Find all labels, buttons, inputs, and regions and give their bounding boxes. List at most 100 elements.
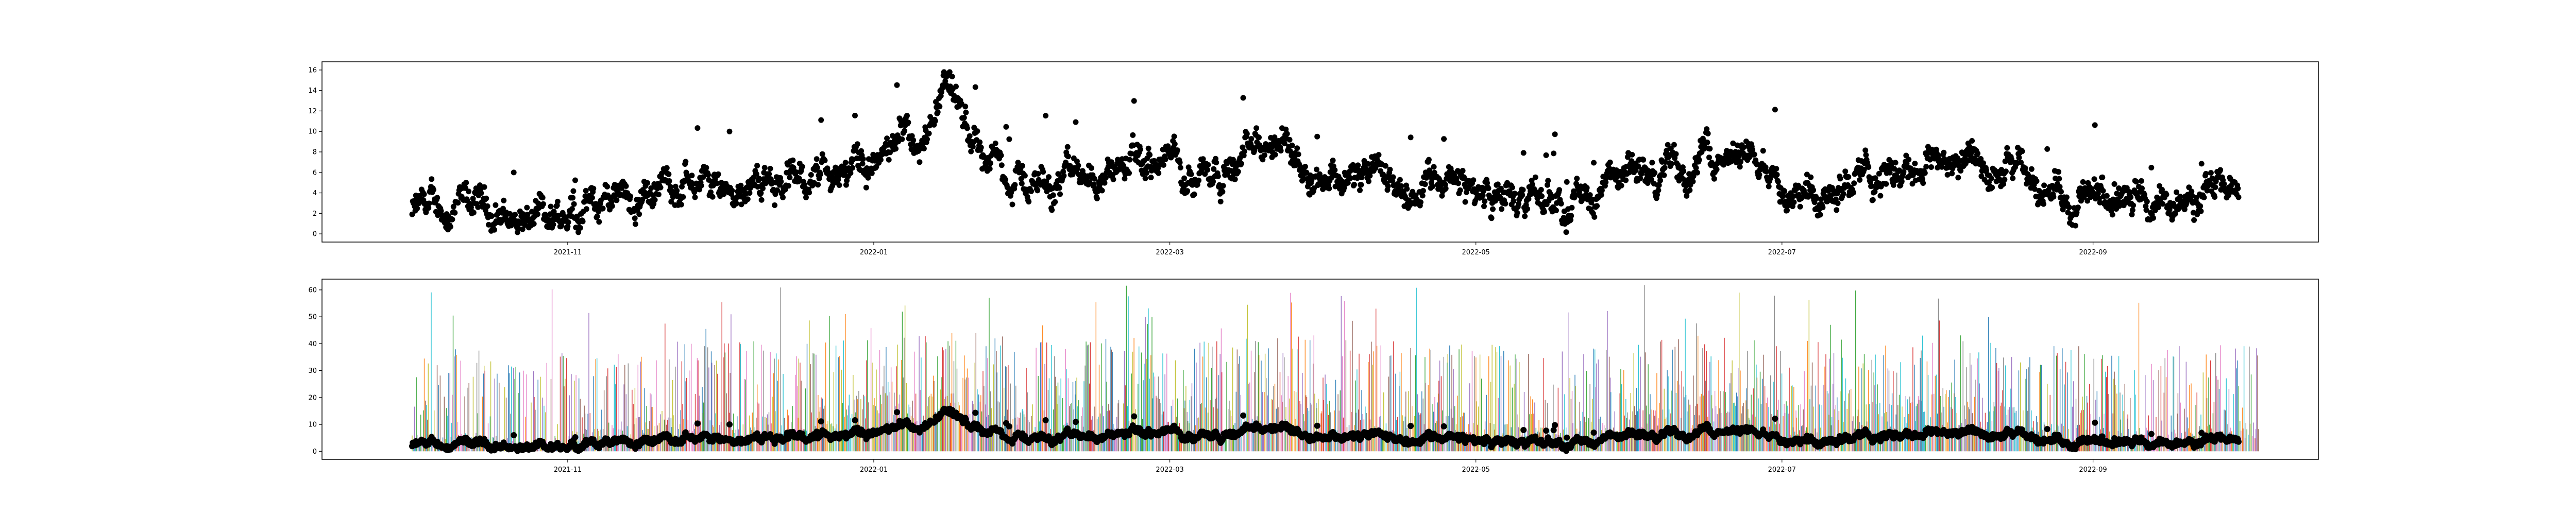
data-point: [1949, 170, 1955, 177]
data-point: [2174, 189, 2179, 195]
data-point: [1775, 179, 1781, 185]
data-point: [860, 156, 866, 162]
x-tick-label: 2021-11: [554, 249, 582, 256]
data-point: [1460, 168, 1466, 174]
data-point: [1248, 136, 1255, 142]
data-point: [426, 200, 432, 207]
data-point: [865, 175, 871, 181]
data-point: [1760, 148, 1766, 154]
data-point: [554, 198, 561, 204]
data-point: [1920, 180, 1926, 186]
data-point: [709, 194, 716, 200]
data-point: [1928, 164, 1934, 170]
data-point: [1470, 177, 1477, 183]
data-point: [953, 83, 959, 90]
data-point: [1092, 176, 1097, 182]
data-point: [565, 224, 571, 230]
data-point: [1912, 161, 1918, 166]
data-point: [1148, 175, 1154, 181]
data-point: [787, 175, 793, 181]
data-point: [974, 128, 980, 134]
data-point: [1020, 163, 1025, 169]
data-point: [1385, 183, 1391, 189]
data-point: [2056, 169, 2062, 175]
data-point: [668, 199, 674, 205]
data-point: [1522, 213, 1528, 219]
data-point: [434, 195, 440, 201]
data-point: [1205, 162, 1211, 168]
data-point: [859, 161, 866, 167]
data-point: [780, 194, 786, 200]
data-point: [1870, 197, 1876, 203]
data-point: [1591, 160, 1597, 166]
data-point: [1382, 163, 1388, 169]
data-point: [679, 184, 685, 190]
data-point: [1043, 113, 1049, 119]
data-point: [639, 197, 646, 202]
data-point: [978, 144, 984, 150]
data-point: [755, 184, 761, 190]
data-point: [1330, 158, 1336, 163]
data-point: [1845, 174, 1852, 180]
data-point: [987, 166, 993, 172]
y-tick-label: 10: [308, 128, 317, 136]
data-point: [754, 163, 760, 169]
data-point: [1490, 206, 1496, 212]
data-point: [1181, 175, 1188, 181]
data-point: [1295, 151, 1301, 158]
data-point: [2028, 166, 2035, 172]
data-point: [970, 144, 976, 150]
data-point: [1488, 215, 1495, 221]
data-point: [548, 203, 554, 210]
data-point: [2056, 176, 2062, 182]
data-point: [619, 185, 625, 191]
data-point: [1687, 187, 1693, 193]
data-point: [698, 182, 704, 188]
data-point: [1101, 180, 1108, 186]
data-point: [863, 184, 869, 191]
top-scatter-points: [409, 69, 2242, 235]
data-point: [1065, 153, 1071, 160]
data-point: [1618, 182, 1624, 188]
data-point: [1649, 160, 1655, 166]
data-point: [961, 115, 967, 121]
data-point: [1028, 188, 1035, 194]
data-point: [636, 211, 642, 217]
data-point: [664, 165, 670, 171]
data-point: [921, 146, 927, 151]
data-point: [1366, 178, 1371, 184]
data-point: [674, 187, 680, 194]
data-point: [2091, 176, 2097, 182]
data-point: [758, 190, 764, 196]
data-point: [1603, 175, 1609, 181]
data-point: [715, 171, 721, 177]
data-point: [1235, 168, 1241, 175]
data-point: [2221, 181, 2227, 187]
data-point: [1766, 183, 1772, 190]
data-point: [1690, 179, 1696, 184]
data-point: [2128, 194, 2134, 200]
data-point: [1408, 134, 1414, 141]
data-point: [1172, 141, 1178, 147]
data-point: [452, 210, 458, 216]
data-point: [594, 213, 600, 219]
data-point: [596, 219, 602, 225]
data-point: [1656, 182, 1662, 188]
data-point: [1426, 157, 1432, 163]
data-point: [604, 183, 611, 190]
data-point: [1420, 187, 1426, 194]
data-point: [1130, 132, 1136, 138]
data-point: [449, 216, 455, 222]
data-point: [1345, 180, 1351, 186]
data-point: [666, 178, 672, 184]
data-point: [466, 188, 472, 195]
data-point: [508, 222, 514, 229]
data-point: [708, 189, 714, 195]
data-point: [733, 200, 739, 207]
data-point: [1289, 142, 1295, 148]
data-point: [2130, 202, 2136, 209]
data-point: [1387, 166, 1393, 173]
data-point: [692, 194, 698, 200]
data-point: [1556, 187, 1563, 193]
